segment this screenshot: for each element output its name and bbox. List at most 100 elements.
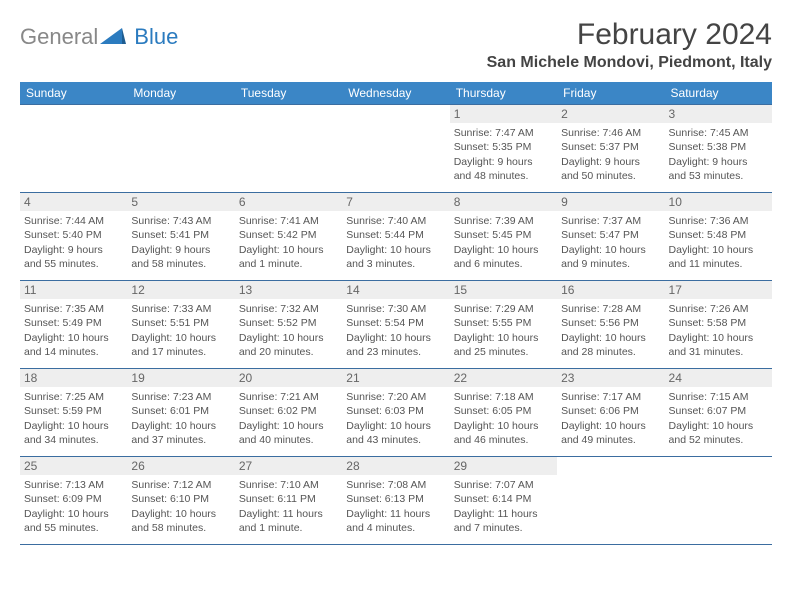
calendar-day-cell: 19Sunrise: 7:23 AMSunset: 6:01 PMDayligh… (127, 369, 234, 457)
sunset-text: Sunset: 5:48 PM (669, 228, 768, 242)
brand-triangle-icon (100, 26, 126, 49)
calendar-day-cell: 20Sunrise: 7:21 AMSunset: 6:02 PMDayligh… (235, 369, 342, 457)
calendar-day-cell: 18Sunrise: 7:25 AMSunset: 5:59 PMDayligh… (20, 369, 127, 457)
weekday-header: Thursday (450, 82, 557, 105)
calendar-day-cell: 23Sunrise: 7:17 AMSunset: 6:06 PMDayligh… (557, 369, 664, 457)
sunset-text: Sunset: 5:45 PM (454, 228, 553, 242)
day-number: 16 (557, 281, 664, 299)
calendar-day-cell: 1Sunrise: 7:47 AMSunset: 5:35 PMDaylight… (450, 105, 557, 193)
daylight-text-2: and 40 minutes. (239, 433, 338, 447)
daylight-text-1: Daylight: 11 hours (454, 507, 553, 521)
calendar-day-cell: 24Sunrise: 7:15 AMSunset: 6:07 PMDayligh… (665, 369, 772, 457)
sunrise-text: Sunrise: 7:33 AM (131, 302, 230, 316)
daylight-text-2: and 4 minutes. (346, 521, 445, 535)
day-number: 21 (342, 369, 449, 387)
daylight-text-2: and 11 minutes. (669, 257, 768, 271)
brand-logo: General Blue (20, 18, 178, 50)
calendar-day-cell: 12Sunrise: 7:33 AMSunset: 5:51 PMDayligh… (127, 281, 234, 369)
sunrise-text: Sunrise: 7:28 AM (561, 302, 660, 316)
daylight-text-1: Daylight: 10 hours (561, 419, 660, 433)
day-number: 22 (450, 369, 557, 387)
sunset-text: Sunset: 6:10 PM (131, 492, 230, 506)
daylight-text-1: Daylight: 10 hours (346, 331, 445, 345)
daylight-text-2: and 23 minutes. (346, 345, 445, 359)
calendar-day-cell (20, 105, 127, 193)
daylight-text-2: and 31 minutes. (669, 345, 768, 359)
calendar-day-cell: 27Sunrise: 7:10 AMSunset: 6:11 PMDayligh… (235, 457, 342, 545)
calendar-week-row: 4Sunrise: 7:44 AMSunset: 5:40 PMDaylight… (20, 193, 772, 281)
sunrise-text: Sunrise: 7:35 AM (24, 302, 123, 316)
calendar-day-cell: 29Sunrise: 7:07 AMSunset: 6:14 PMDayligh… (450, 457, 557, 545)
sunrise-text: Sunrise: 7:44 AM (24, 214, 123, 228)
weekday-header-row: Sunday Monday Tuesday Wednesday Thursday… (20, 82, 772, 105)
day-number: 23 (557, 369, 664, 387)
sunset-text: Sunset: 5:40 PM (24, 228, 123, 242)
location-text: San Michele Mondovi, Piedmont, Italy (487, 54, 772, 72)
sunset-text: Sunset: 5:38 PM (669, 140, 768, 154)
day-number: 26 (127, 457, 234, 475)
day-number: 1 (450, 105, 557, 123)
calendar-day-cell (127, 105, 234, 193)
day-number: 14 (342, 281, 449, 299)
daylight-text-2: and 58 minutes. (131, 521, 230, 535)
weekday-header: Sunday (20, 82, 127, 105)
calendar-week-row: 11Sunrise: 7:35 AMSunset: 5:49 PMDayligh… (20, 281, 772, 369)
sunset-text: Sunset: 5:58 PM (669, 316, 768, 330)
day-number: 25 (20, 457, 127, 475)
sunset-text: Sunset: 5:42 PM (239, 228, 338, 242)
day-number: 24 (665, 369, 772, 387)
daylight-text-2: and 17 minutes. (131, 345, 230, 359)
daylight-text-2: and 28 minutes. (561, 345, 660, 359)
sunrise-text: Sunrise: 7:07 AM (454, 478, 553, 492)
brand-word-2: Blue (134, 24, 178, 50)
calendar-week-row: 1Sunrise: 7:47 AMSunset: 5:35 PMDaylight… (20, 105, 772, 193)
calendar-day-cell: 9Sunrise: 7:37 AMSunset: 5:47 PMDaylight… (557, 193, 664, 281)
sunset-text: Sunset: 5:55 PM (454, 316, 553, 330)
sunset-text: Sunset: 6:14 PM (454, 492, 553, 506)
sunrise-text: Sunrise: 7:30 AM (346, 302, 445, 316)
sunset-text: Sunset: 6:13 PM (346, 492, 445, 506)
weekday-header: Tuesday (235, 82, 342, 105)
daylight-text-1: Daylight: 9 hours (24, 243, 123, 257)
calendar-day-cell: 22Sunrise: 7:18 AMSunset: 6:05 PMDayligh… (450, 369, 557, 457)
sunrise-text: Sunrise: 7:23 AM (131, 390, 230, 404)
calendar-day-cell: 21Sunrise: 7:20 AMSunset: 6:03 PMDayligh… (342, 369, 449, 457)
sunrise-text: Sunrise: 7:46 AM (561, 126, 660, 140)
daylight-text-1: Daylight: 10 hours (561, 331, 660, 345)
sunrise-text: Sunrise: 7:12 AM (131, 478, 230, 492)
calendar-day-cell (665, 457, 772, 545)
day-number: 3 (665, 105, 772, 123)
sunrise-text: Sunrise: 7:26 AM (669, 302, 768, 316)
daylight-text-2: and 34 minutes. (24, 433, 123, 447)
sunset-text: Sunset: 5:56 PM (561, 316, 660, 330)
sunrise-text: Sunrise: 7:39 AM (454, 214, 553, 228)
sunrise-text: Sunrise: 7:36 AM (669, 214, 768, 228)
daylight-text-2: and 58 minutes. (131, 257, 230, 271)
sunset-text: Sunset: 5:59 PM (24, 404, 123, 418)
calendar-week-row: 18Sunrise: 7:25 AMSunset: 5:59 PMDayligh… (20, 369, 772, 457)
daylight-text-1: Daylight: 10 hours (131, 331, 230, 345)
sunset-text: Sunset: 6:06 PM (561, 404, 660, 418)
calendar-day-cell: 16 Sunrise: 7:28 AMSunset: 5:56 PMDayligh… (557, 281, 664, 369)
sunset-text: Sunset: 5:47 PM (561, 228, 660, 242)
daylight-text-2: and 25 minutes. (454, 345, 553, 359)
daylight-text-1: Daylight: 10 hours (24, 419, 123, 433)
header: General Blue February 2024 San Michele M… (20, 18, 772, 72)
day-number: 20 (235, 369, 342, 387)
sunset-text: Sunset: 5:37 PM (561, 140, 660, 154)
daylight-text-1: Daylight: 9 hours (454, 155, 553, 169)
sunrise-text: Sunrise: 7:18 AM (454, 390, 553, 404)
daylight-text-1: Daylight: 10 hours (131, 419, 230, 433)
day-number: 4 (20, 193, 127, 211)
daylight-text-1: Daylight: 10 hours (239, 331, 338, 345)
sunrise-text: Sunrise: 7:45 AM (669, 126, 768, 140)
daylight-text-1: Daylight: 10 hours (454, 419, 553, 433)
calendar-day-cell (235, 105, 342, 193)
daylight-text-1: Daylight: 10 hours (239, 419, 338, 433)
sunrise-text: Sunrise: 7:15 AM (669, 390, 768, 404)
sunrise-text: Sunrise: 7:43 AM (131, 214, 230, 228)
sunrise-text: Sunrise: 7:10 AM (239, 478, 338, 492)
daylight-text-1: Daylight: 10 hours (454, 243, 553, 257)
daylight-text-1: Daylight: 11 hours (346, 507, 445, 521)
day-number: 27 (235, 457, 342, 475)
